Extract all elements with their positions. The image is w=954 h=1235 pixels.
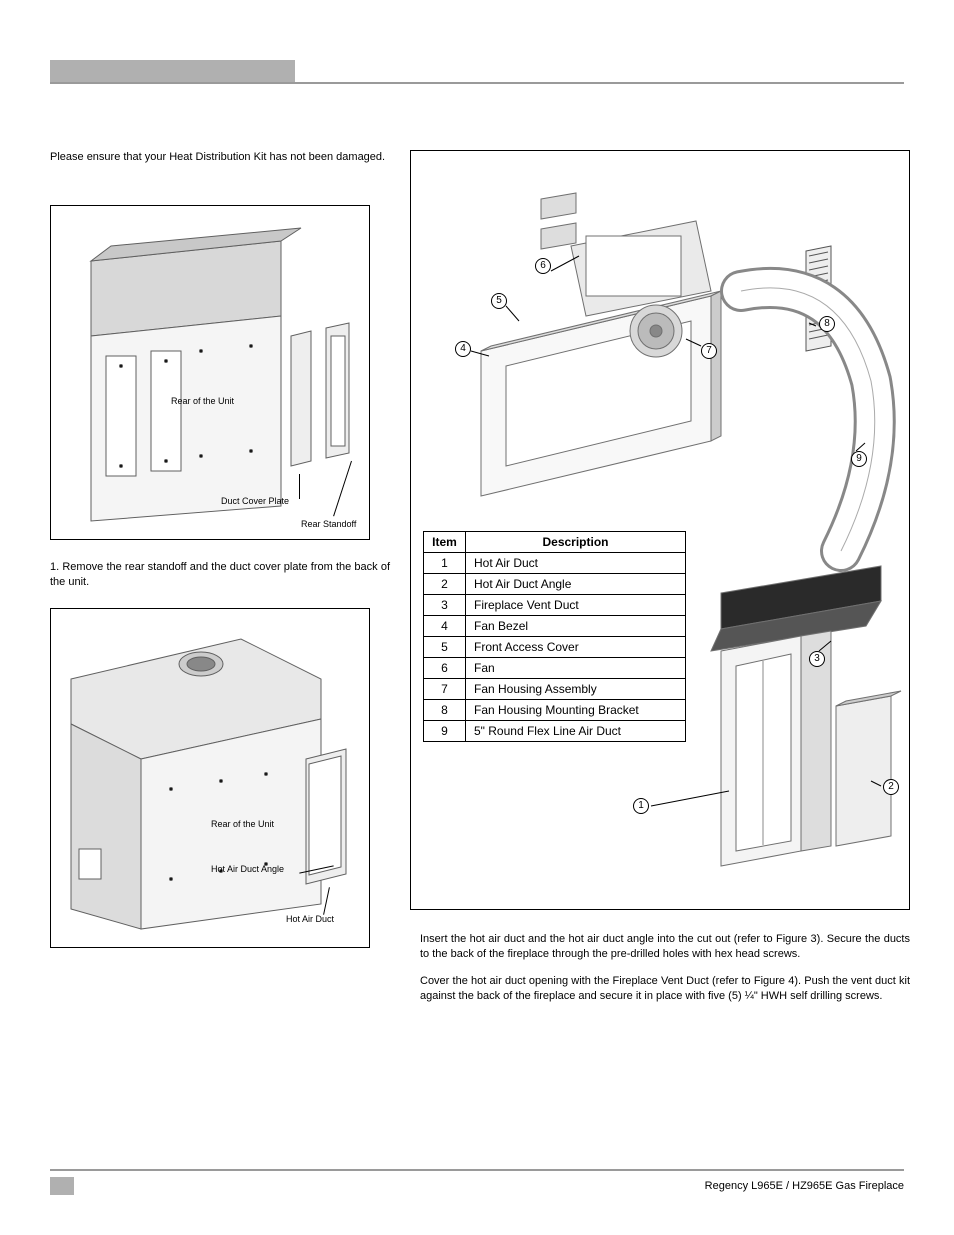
cell-desc: 5" Round Flex Line Air Duct	[466, 721, 686, 742]
right-column: 4 5 6 7 8 9 3 1 2 Item Description	[410, 150, 904, 1003]
th-desc: Description	[466, 532, 686, 553]
footer-page-block	[50, 1177, 74, 1195]
callout-5: 5	[491, 293, 507, 309]
cell-desc: Hot Air Duct Angle	[466, 574, 686, 595]
fig2-label-rear: Rear of the Unit	[211, 819, 274, 829]
cell-desc: Hot Air Duct	[466, 553, 686, 574]
fig1-label-plate: Duct Cover Plate	[221, 496, 289, 506]
cell-item: 1	[424, 553, 466, 574]
cell-desc: Fan	[466, 658, 686, 679]
cell-desc: Fireplace Vent Duct	[466, 595, 686, 616]
cell-item: 4	[424, 616, 466, 637]
table-row: 7Fan Housing Assembly	[424, 679, 686, 700]
cell-item: 8	[424, 700, 466, 721]
cell-item: 2	[424, 574, 466, 595]
header-bar	[50, 60, 904, 84]
fig1-label-rear: Rear of the Unit	[171, 396, 234, 406]
table-row: 1Hot Air Duct	[424, 553, 686, 574]
fig2-label-angle: Hot Air Duct Angle	[211, 864, 284, 874]
cell-item: 6	[424, 658, 466, 679]
header-rule	[50, 82, 904, 84]
table-row: 5Front Access Cover	[424, 637, 686, 658]
footer-row: Regency L965E / HZ965E Gas Fireplace	[50, 1177, 904, 1195]
footer: Regency L965E / HZ965E Gas Fireplace	[50, 1169, 904, 1195]
exploded-svg	[411, 151, 909, 909]
callout-6: 6	[535, 258, 551, 274]
cell-item: 5	[424, 637, 466, 658]
cell-desc: Fan Housing Mounting Bracket	[466, 700, 686, 721]
table-row: 2Hot Air Duct Angle	[424, 574, 686, 595]
figure-3-exploded: 4 5 6 7 8 9 3 1 2 Item Description	[410, 150, 910, 910]
intro-paragraph: Please ensure that your Heat Distributio…	[50, 150, 390, 165]
fig2-label-duct: Hot Air Duct	[286, 914, 334, 924]
table-row: 95" Round Flex Line Air Duct	[424, 721, 686, 742]
callout-1: 1	[633, 798, 649, 814]
table-row: 4Fan Bezel	[424, 616, 686, 637]
callout-9: 9	[851, 451, 867, 467]
instruction-para-2: Cover the hot air duct opening with the …	[420, 974, 910, 1004]
fig1-label-standoff: Rear Standoff	[301, 519, 356, 529]
footer-product-text: Regency L965E / HZ965E Gas Fireplace	[705, 1180, 904, 1192]
figure-2-svg	[51, 609, 369, 947]
parts-table: Item Description 1Hot Air Duct 2Hot Air …	[423, 531, 686, 742]
cell-desc: Front Access Cover	[466, 637, 686, 658]
callout-4: 4	[455, 341, 471, 357]
page: Please ensure that your Heat Distributio…	[0, 0, 954, 1235]
cell-desc: Fan Housing Assembly	[466, 679, 686, 700]
cell-item: 3	[424, 595, 466, 616]
table-row: 6Fan	[424, 658, 686, 679]
table-row: 3Fireplace Vent Duct	[424, 595, 686, 616]
header-grey-block	[50, 60, 295, 84]
figure-1: Rear of the Unit Duct Cover Plate Rear S…	[50, 205, 370, 540]
figure-1-svg	[51, 206, 369, 539]
callout-2: 2	[883, 779, 899, 795]
footer-rule	[50, 1169, 904, 1171]
th-item: Item	[424, 532, 466, 553]
fig1-leader-1	[299, 474, 300, 499]
cell-item: 7	[424, 679, 466, 700]
left-column: Please ensure that your Heat Distributio…	[50, 150, 390, 948]
callout-8: 8	[819, 316, 835, 332]
instruction-para-1: Insert the hot air duct and the hot air …	[420, 932, 910, 962]
step-1-text: 1. Remove the rear standoff and the duct…	[50, 560, 390, 590]
figure-2: Rear of the Unit Hot Air Duct Angle Hot …	[50, 608, 370, 948]
table-header-row: Item Description	[424, 532, 686, 553]
table-row: 8Fan Housing Mounting Bracket	[424, 700, 686, 721]
callout-7: 7	[701, 343, 717, 359]
cell-desc: Fan Bezel	[466, 616, 686, 637]
callout-3: 3	[809, 651, 825, 667]
content-area: Please ensure that your Heat Distributio…	[50, 150, 904, 1155]
cell-item: 9	[424, 721, 466, 742]
